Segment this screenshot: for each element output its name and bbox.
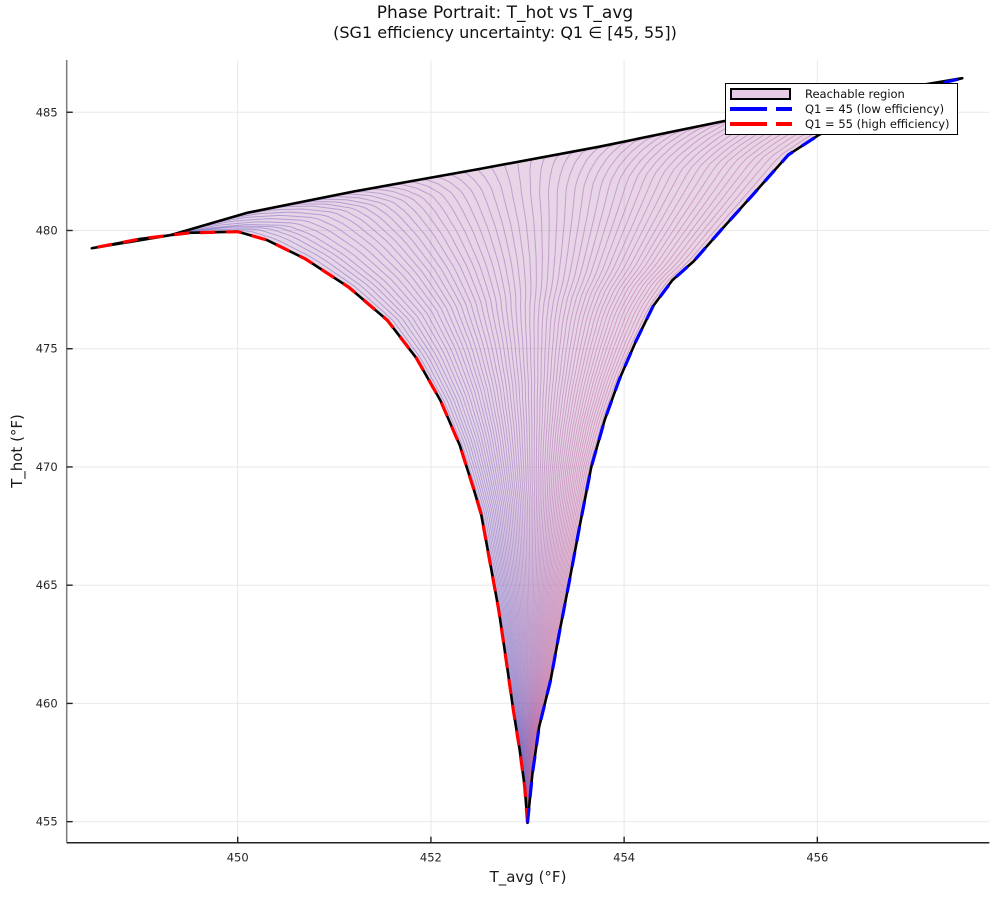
trajectory-fan-line xyxy=(370,186,529,823)
legend-label: Q1 = 55 (high efficiency) xyxy=(805,116,950,131)
trajectory-fan-line xyxy=(527,155,549,823)
x-tick-label: 454 xyxy=(613,851,635,865)
reachable-region-swatch xyxy=(730,87,791,100)
trajectory-fan-line xyxy=(527,120,726,823)
trajectory-fan-line xyxy=(527,95,859,823)
trajectory-fan-line xyxy=(527,117,741,823)
trajectory-fan-line xyxy=(527,129,682,823)
trajectory-fan-line xyxy=(400,181,529,823)
trajectory-fan-line xyxy=(527,123,711,823)
y-tick-label: 475 xyxy=(36,342,58,356)
trajectory-fan-line xyxy=(503,164,532,823)
trajectory-fan-line xyxy=(326,193,529,823)
trajectory-fan-line xyxy=(459,172,529,823)
trajectory-fan-line xyxy=(527,85,918,823)
legend-item-q1-55: Q1 = 55 (high efficiency) xyxy=(730,118,953,131)
trajectory-fan-line xyxy=(444,174,529,823)
trajectory-fan-line xyxy=(311,196,529,823)
trajectory-fan-line xyxy=(527,144,608,823)
trajectory-fan-line xyxy=(527,147,593,823)
red-dash-swatch xyxy=(730,122,767,127)
x-tick-label: 450 xyxy=(227,851,249,865)
y-tick-label: 480 xyxy=(36,223,58,237)
x-tick-label: 452 xyxy=(420,851,442,865)
x-axis-label: T_avg (°F) xyxy=(489,868,567,886)
legend: Reachable region Q1 = 45 (low efficiency… xyxy=(725,83,958,135)
trajectory-fan-line xyxy=(223,211,529,823)
trajectory-fan-line xyxy=(527,82,933,823)
legend-item-reachable-region: Reachable region xyxy=(730,86,953,101)
chart-subtitle: (SG1 efficiency uncertainty: Q1 ∈ [45, 5… xyxy=(333,23,677,42)
trajectory-fan-line xyxy=(341,190,529,823)
trajectory-fan-line xyxy=(527,132,667,823)
trajectory-fan-line xyxy=(527,150,579,823)
trajectory-fan-line xyxy=(194,218,529,823)
chart-title: Phase Portrait: T_hot vs T_avg xyxy=(376,3,634,23)
trajectory-fan-line xyxy=(527,98,844,823)
trajectory-fan-line xyxy=(282,201,529,823)
trajectory-fan-line xyxy=(136,227,529,823)
y-tick-label: 465 xyxy=(36,578,58,592)
trajectory-fan-line xyxy=(527,87,904,823)
trajectory-fan-line xyxy=(238,208,529,823)
trajectory-fan-line xyxy=(252,205,529,823)
trajectory-fan-line xyxy=(180,221,529,823)
trajectory-fan-line xyxy=(165,224,529,823)
trajectory-fan-line xyxy=(527,141,623,823)
trajectory-fan-line xyxy=(527,109,785,823)
y-axis-label: T_hot (°F) xyxy=(8,414,26,488)
trajectory-fan-line xyxy=(151,225,529,823)
blue-dash-swatch xyxy=(730,106,767,111)
trajectory-fan-line xyxy=(527,92,874,823)
legend-marker xyxy=(730,122,796,127)
trajectory-fan-line xyxy=(385,184,529,823)
trajectory-fan-line xyxy=(527,106,800,823)
y-tick-label: 470 xyxy=(36,460,58,474)
legend-marker xyxy=(730,87,796,100)
trajectory-fan-line xyxy=(474,169,530,823)
trajectory-fan-line xyxy=(527,90,889,823)
trajectory-fan-line xyxy=(430,176,529,823)
trajectory-fan-line xyxy=(517,161,534,823)
legend-label: Q1 = 45 (low efficiency) xyxy=(805,101,945,116)
y-tick-label: 460 xyxy=(36,696,58,710)
trajectory-fan-line xyxy=(527,114,756,823)
trajectory-fan-line xyxy=(527,100,830,823)
trajectory-fan-line xyxy=(527,126,697,823)
trajectory-fan-line xyxy=(356,188,529,823)
x-tick-label: 456 xyxy=(806,851,828,865)
red-dash-swatch xyxy=(776,122,792,127)
y-tick-label: 455 xyxy=(36,815,58,829)
trajectory-fan-line xyxy=(527,111,770,823)
trajectory-fan-line xyxy=(267,203,529,823)
legend-item-q1-45: Q1 = 45 (low efficiency) xyxy=(730,103,953,116)
trajectory-fan-line xyxy=(209,214,529,823)
trajectory-fan-line xyxy=(527,103,815,823)
legend-label: Reachable region xyxy=(805,86,905,101)
trajectory-fan-line xyxy=(527,152,564,823)
trajectory-fan-line xyxy=(415,179,529,823)
trajectory-fan-line xyxy=(527,158,537,823)
legend-marker xyxy=(730,106,796,111)
blue-dash-swatch xyxy=(776,106,792,111)
trajectory-fan-line xyxy=(489,166,531,823)
trajectory-fan-line xyxy=(527,138,638,823)
y-tick-label: 485 xyxy=(36,105,58,119)
trajectory-fan-line xyxy=(297,198,529,823)
trajectory-fan-line xyxy=(527,135,652,823)
